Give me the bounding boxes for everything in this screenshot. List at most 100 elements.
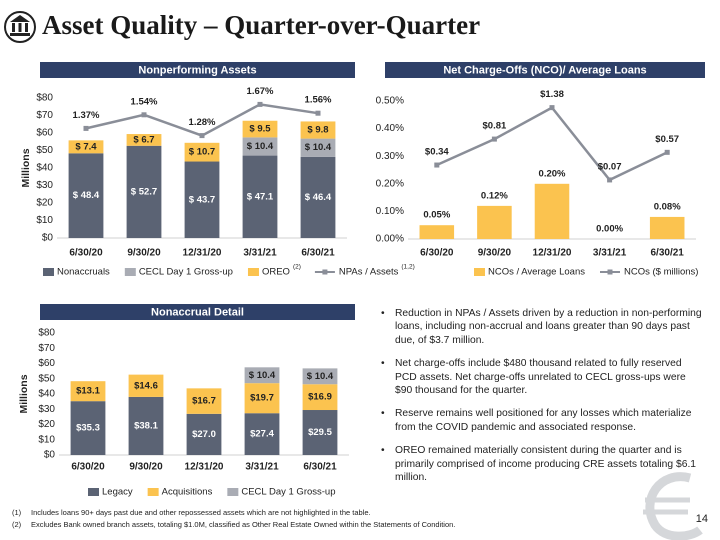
line-marker — [491, 136, 497, 142]
bar — [419, 225, 455, 239]
section-header — [385, 62, 705, 78]
line-marker — [141, 112, 147, 118]
legend-note: (2) — [293, 264, 301, 271]
legend-label: NCOs ($ millions) — [624, 267, 698, 278]
data-label: $ 52.7 — [131, 186, 157, 197]
data-label: $0.07 — [598, 161, 622, 172]
data-label: $ 48.4 — [73, 190, 100, 201]
legend-swatch — [147, 488, 159, 496]
y-tick-label: 0.40% — [376, 123, 404, 134]
legend-label: Legacy — [102, 487, 133, 498]
data-label: 0.12% — [481, 190, 508, 201]
data-label: $ 9.5 — [249, 124, 271, 135]
y-tick-label: $50 — [38, 373, 55, 384]
bar — [302, 384, 338, 411]
bullet: OREO remained materially consistent duri… — [380, 444, 702, 484]
data-label: $ 10.4 — [249, 370, 276, 381]
data-label: $14.6 — [134, 380, 158, 391]
line-marker — [434, 162, 440, 168]
y-tick-label: 0.20% — [376, 178, 404, 189]
x-tick-label: 3/31/21 — [245, 462, 279, 473]
legend-swatch-marker — [322, 269, 328, 275]
legend-swatch — [247, 268, 259, 276]
x-tick-label: 12/31/20 — [533, 248, 572, 259]
legend-swatch — [227, 488, 239, 496]
data-label: $ 10.4 — [307, 371, 334, 382]
bar — [300, 121, 336, 139]
bar — [128, 374, 164, 397]
y-tick-label: $40 — [36, 163, 53, 174]
data-label: 1.28% — [189, 117, 216, 128]
data-label: $13.1 — [76, 386, 100, 397]
section-title: Net Charge-Offs (NCO)/ Average Loans — [443, 64, 646, 76]
x-tick-label: 9/30/20 — [127, 248, 161, 259]
y-tick-label: $60 — [36, 128, 53, 139]
section-title: Nonaccrual Detail — [151, 306, 244, 318]
bar — [186, 388, 222, 414]
legend-swatch — [474, 268, 485, 276]
y-tick-label: 0.50% — [376, 96, 404, 107]
logo-icon — [4, 11, 36, 43]
x-tick-label: 3/31/21 — [243, 248, 277, 259]
footnote-marker: (2) — [12, 520, 22, 529]
data-label: 0.00% — [596, 224, 623, 235]
data-label: $ 10.4 — [305, 142, 332, 153]
bar — [126, 145, 162, 238]
section-header — [40, 304, 355, 320]
data-label: $ 43.7 — [189, 194, 215, 205]
legend-label: CECL Day 1 Gross-up — [139, 267, 233, 278]
legend-label: Nonaccruals — [57, 267, 110, 278]
bar — [242, 137, 278, 156]
y-tick-label: $30 — [38, 404, 55, 415]
x-tick-label: 9/30/20 — [129, 462, 163, 473]
footnote-marker: (1) — [12, 508, 22, 517]
data-label: $1.38 — [540, 89, 564, 100]
line-marker — [607, 177, 613, 183]
x-tick-label: 6/30/21 — [301, 248, 335, 259]
bar — [302, 368, 338, 385]
x-tick-label: 6/30/20 — [69, 248, 103, 259]
y-axis-label: Millions — [18, 374, 30, 413]
data-label: $0.34 — [425, 147, 449, 158]
bar — [128, 396, 164, 455]
footnote-text: Includes loans 90+ days past due and oth… — [31, 508, 371, 517]
bullet-list: Reduction in NPAs / Assets driven by a r… — [380, 307, 702, 494]
y-tick-label: $10 — [38, 434, 55, 445]
bar — [302, 410, 338, 455]
y-tick-label: 0.10% — [376, 206, 404, 217]
x-tick-label: 6/30/20 — [71, 462, 105, 473]
bar — [244, 383, 280, 414]
data-label: $27.4 — [250, 429, 274, 440]
legend-note: (1,2) — [401, 264, 414, 271]
bar — [244, 367, 280, 384]
data-label: $ 7.4 — [75, 141, 97, 152]
bar — [534, 183, 570, 239]
line-marker — [315, 110, 321, 116]
bar — [184, 161, 220, 238]
bar — [300, 138, 336, 157]
y-tick-label: 0.00% — [376, 234, 404, 245]
bullet: Net charge-offs include $480 thousand re… — [380, 357, 702, 397]
legend-label: NCOs / Average Loans — [488, 267, 585, 278]
line-marker — [257, 101, 263, 107]
y-tick-label: $0 — [44, 450, 56, 461]
bar — [300, 156, 336, 238]
data-label: $ 10.4 — [247, 141, 274, 152]
legend-label: CECL Day 1 Gross-up — [241, 487, 335, 498]
line-marker — [83, 125, 89, 131]
y-tick-label: $20 — [38, 419, 55, 430]
data-label: $19.7 — [250, 393, 274, 404]
data-label: $ 47.1 — [247, 191, 274, 202]
y-axis-label: Millions — [20, 148, 32, 187]
y-tick-label: $50 — [36, 145, 53, 156]
y-tick-label: $60 — [38, 358, 55, 369]
bar — [649, 216, 685, 239]
bar — [242, 120, 278, 138]
line-marker — [549, 105, 555, 111]
y-tick-label: $80 — [38, 328, 55, 339]
y-tick-label: $20 — [36, 198, 53, 209]
legend-label: OREO — [262, 267, 290, 278]
data-label: $38.1 — [134, 420, 158, 431]
